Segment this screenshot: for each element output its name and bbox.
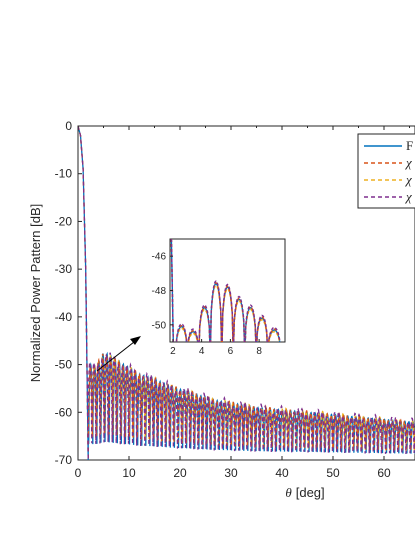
x-tick-label: 40: [275, 466, 289, 480]
y-tick-label: -10: [55, 167, 73, 181]
y-tick-label: -50: [55, 358, 73, 372]
y-tick-label: -70: [55, 453, 73, 467]
x-axis-label: θ [deg]: [285, 485, 324, 500]
x-tick-label: 50: [326, 466, 340, 480]
y-tick-label: -30: [55, 262, 73, 276]
inset-x-tick-label: 2: [170, 346, 176, 357]
x-tick-label: 20: [173, 466, 187, 480]
inset-x-tick-label: 8: [256, 346, 262, 357]
series-line-3: [78, 126, 415, 460]
y-tick-label: -40: [55, 310, 73, 324]
series-line-1: [78, 126, 415, 460]
inset-series-line-3: [170, 239, 281, 342]
inset-y-tick-label: -48: [152, 286, 167, 297]
inset-series-line-2: [170, 239, 281, 342]
inset-x-tick-label: 4: [199, 346, 205, 357]
y-tick-label: -20: [55, 214, 73, 228]
x-tick-label: 60: [377, 466, 391, 480]
inset-series-line-1: [170, 239, 281, 342]
y-axis-label: Normalized Power Pattern [dB]: [28, 204, 43, 382]
legend-label-3: χ: [404, 189, 412, 204]
x-tick-label: 30: [224, 466, 238, 480]
x-axis-symbol: θ: [285, 485, 292, 500]
inset-plot-area: [170, 239, 281, 342]
inset-axes-box: [169, 238, 286, 343]
x-tick-label: 0: [75, 466, 82, 480]
x-axis-unit: [deg]: [296, 485, 325, 500]
legend-label-0: F: [406, 138, 413, 153]
legend-label-1: χ: [404, 155, 412, 170]
y-tick-label: -60: [55, 405, 73, 419]
legend-label-2: χ: [404, 172, 412, 187]
inset-axis-ticks: 2 4 6 8 -46 -48 -50: [152, 252, 263, 357]
x-tick-label: 10: [122, 466, 136, 480]
main-axis-ticks: 0 10 20 30 40 50 60 0 -10 -20 -30 -40 -50 -60 -70: [55, 119, 410, 480]
inset-y-tick-label: -50: [152, 320, 167, 331]
inset-x-tick-label: 6: [228, 346, 234, 357]
main-plot-area: [78, 126, 415, 460]
inset-arrow: [96, 336, 141, 372]
inset-y-tick-label: -46: [152, 252, 167, 263]
y-tick-label: 0: [65, 119, 72, 133]
